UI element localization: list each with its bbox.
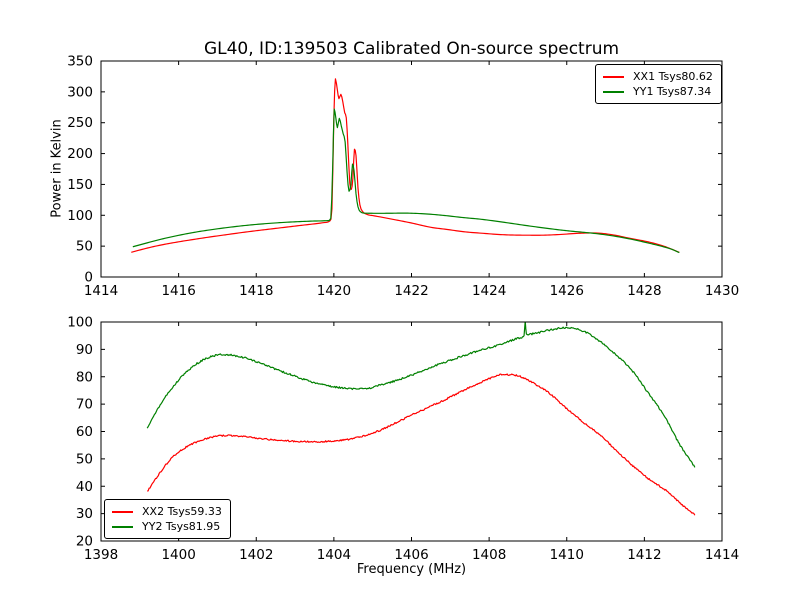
legend-top-plot: XX1 Tsys80.62 YY1 Tsys87.34 bbox=[595, 64, 722, 104]
y-tick-label: 100 bbox=[67, 315, 93, 331]
legend-entry-yy2: YY2 Tsys81.95 bbox=[112, 519, 222, 534]
series-line-yy1 bbox=[132, 108, 680, 254]
series-line-xx1 bbox=[131, 78, 680, 253]
x-tick-label: 1414 bbox=[705, 547, 739, 563]
y-tick-label: 40 bbox=[76, 479, 93, 495]
y-tick-label: 350 bbox=[67, 54, 93, 70]
x-tick-label: 1408 bbox=[472, 547, 506, 563]
y-tick-label: 20 bbox=[76, 534, 93, 550]
legend-entry-xx2: XX2 Tsys59.33 bbox=[112, 504, 222, 519]
x-tick-label: 1418 bbox=[239, 283, 273, 299]
legend-entry-xx1: XX1 Tsys80.62 bbox=[603, 69, 713, 84]
legend-line-sample-xx2 bbox=[112, 510, 133, 513]
x-tick-label: 1406 bbox=[394, 547, 428, 563]
legend-entry-yy1: YY1 Tsys87.34 bbox=[603, 84, 713, 99]
x-tick-label: 1400 bbox=[161, 547, 195, 563]
legend-line-sample-yy1 bbox=[603, 90, 624, 93]
series-line-xx2 bbox=[147, 373, 696, 516]
y-tick-label: 300 bbox=[67, 84, 93, 100]
x-tick-label: 1426 bbox=[550, 283, 584, 299]
x-tick-label: 1398 bbox=[84, 547, 118, 563]
legend-label-yy2: YY2 Tsys81.95 bbox=[142, 520, 221, 533]
y-tick-label: 70 bbox=[76, 397, 93, 413]
y-tick-label: 60 bbox=[76, 424, 93, 440]
x-tick-label: 1428 bbox=[627, 283, 661, 299]
legend-line-sample-yy2 bbox=[112, 525, 133, 528]
y-tick-label: 50 bbox=[76, 451, 93, 467]
y-tick-label: 0 bbox=[84, 270, 93, 286]
x-tick-label: 1402 bbox=[239, 547, 273, 563]
series-line-yy2 bbox=[146, 322, 696, 468]
y-tick-label: 80 bbox=[76, 369, 93, 385]
x-tick-label: 1410 bbox=[550, 547, 584, 563]
legend-label-xx1: XX1 Tsys80.62 bbox=[633, 70, 713, 83]
x-axis-label-bottom: Frequency (MHz) bbox=[356, 562, 467, 577]
y-tick-label: 50 bbox=[76, 239, 93, 255]
legend-bottom-plot: XX2 Tsys59.33 YY2 Tsys81.95 bbox=[104, 499, 231, 539]
x-tick-label: 1420 bbox=[317, 283, 351, 299]
x-tick-label: 1422 bbox=[394, 283, 428, 299]
axes-bottom: 1398 1400 1402 1404 1406 1408 1410 1412 1414 20 30… bbox=[67, 315, 739, 564]
y-tick-label: 30 bbox=[76, 506, 93, 522]
x-tick-label: 1414 bbox=[84, 283, 118, 299]
x-tick-label: 1430 bbox=[705, 283, 739, 299]
x-tick-label: 1404 bbox=[317, 547, 351, 563]
x-tick-label: 1416 bbox=[161, 283, 195, 299]
x-tick-label: 1412 bbox=[627, 547, 661, 563]
legend-label-yy1: YY1 Tsys87.34 bbox=[633, 85, 712, 98]
y-axis-label-top: Power in Kelvin bbox=[49, 119, 65, 218]
x-tick-label: 1424 bbox=[472, 283, 506, 299]
y-tick-label: 200 bbox=[67, 146, 93, 162]
chart-title: GL40, ID:139503 Calibrated On-source spe… bbox=[203, 39, 620, 59]
y-tick-label: 250 bbox=[67, 115, 93, 131]
axes-top: 1414 1416 1418 1420 1422 1424 1426 1428 1430 0 50 1… bbox=[67, 54, 739, 300]
y-tick-label: 90 bbox=[76, 342, 93, 358]
y-tick-label: 150 bbox=[67, 177, 93, 193]
legend-line-sample-xx1 bbox=[603, 75, 624, 78]
legend-label-xx2: XX2 Tsys59.33 bbox=[142, 505, 222, 518]
y-tick-label: 100 bbox=[67, 208, 93, 224]
